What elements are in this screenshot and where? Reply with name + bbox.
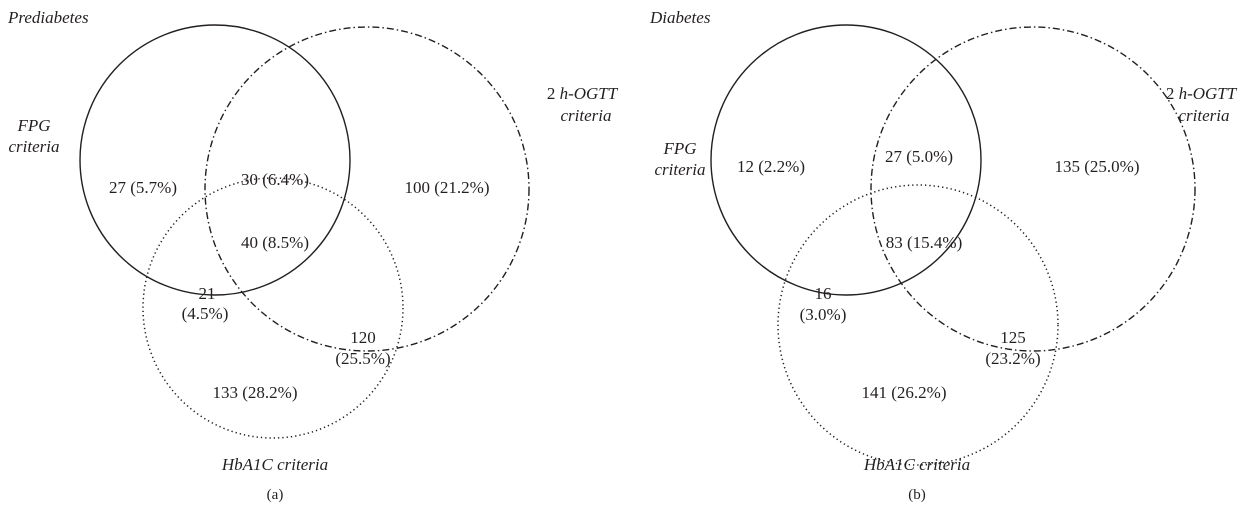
panel-a-ogtt-only-value: 100 (21.2%) [405, 178, 490, 197]
panel-a-ogtt-rest: -OGTT [568, 84, 619, 103]
panel-a-fpg-label-line2: criteria [9, 137, 60, 156]
panel-b-fpg-ogtt-value: 27 (5.0%) [885, 147, 953, 166]
panel-b-caption: (b) [908, 487, 926, 503]
panel-b-ogtt-label-line1: 2 h-OGTT [1166, 84, 1238, 103]
panel-a-ogtt-hba1c-pct: (25.5%) [335, 349, 390, 368]
panel-b-ogtt-prefix: 2 [1166, 84, 1179, 103]
panel-b-ogtt-rest: -OGTT [1187, 84, 1238, 103]
venn-panel-b: Diabetes FPG criteria 2 h-OGTT criteria … [649, 8, 1238, 503]
panel-a-ogtt-hba1c-count: 120 [350, 328, 376, 347]
panel-a-ogtt-prefix: 2 [547, 84, 560, 103]
panel-b-fpg-hba1c-pct: (3.0%) [800, 305, 847, 324]
panel-b-fpg-hba1c-count: 16 [815, 284, 832, 303]
panel-b-ogtt-hba1c-pct: (23.2%) [985, 349, 1040, 368]
panel-b-hba1c-label: HbA1C criteria [863, 455, 970, 474]
panel-a-title: Prediabetes [7, 8, 89, 27]
panel-a-fpg-hba1c-pct: (4.5%) [182, 304, 229, 323]
panel-b-all-three-value: 83 (15.4%) [886, 233, 962, 252]
panel-a-ogtt-label-line1: 2 h-OGTT [547, 84, 619, 103]
panel-b-fpg-label-line2: criteria [655, 160, 706, 179]
panel-a-ogtt-circle [204, 26, 530, 352]
venn-panel-a: Prediabetes FPG criteria 2 h-OGTT criter… [7, 8, 619, 503]
panel-a-ogtt-h: h [560, 84, 569, 103]
panel-b-fpg-label-line1: FPG [662, 139, 696, 158]
panel-b-ogtt-label-line2: criteria [1179, 106, 1230, 125]
panel-b-title: Diabetes [649, 8, 711, 27]
panel-a-fpg-ogtt-value: 30 (6.4%) [241, 170, 309, 189]
panel-a-fpg-only-value: 27 (5.7%) [109, 178, 177, 197]
panel-a-all-three-value: 40 (8.5%) [241, 233, 309, 252]
panel-a-fpg-circle [79, 24, 351, 296]
panel-b-ogtt-only-value: 135 (25.0%) [1055, 157, 1140, 176]
panel-a-hba1c-only-value: 133 (28.2%) [213, 383, 298, 402]
panel-b-hba1c-only-value: 141 (26.2%) [862, 383, 947, 402]
panel-b-hba1c-circle [777, 184, 1059, 466]
panel-a-ogtt-label-line2: criteria [561, 106, 612, 125]
panel-b-ogtt-circle [870, 26, 1196, 352]
panel-a-fpg-label-line1: FPG [16, 116, 50, 135]
panel-a-caption: (a) [267, 487, 284, 503]
panel-b-fpg-circle [710, 24, 982, 296]
panel-a-fpg-hba1c-count: 21 [199, 284, 216, 303]
panel-a-hba1c-circle [142, 177, 404, 439]
panel-b-fpg-only-value: 12 (2.2%) [737, 157, 805, 176]
panel-a-hba1c-label: HbA1C criteria [221, 455, 328, 474]
panel-b-ogtt-h: h [1179, 84, 1188, 103]
panel-b-ogtt-hba1c-count: 125 [1000, 328, 1026, 347]
